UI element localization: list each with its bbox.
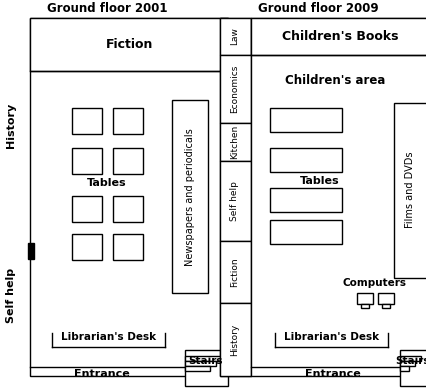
Bar <box>72 148 102 174</box>
Text: Economics: Economics <box>230 65 239 113</box>
Bar <box>269 220 341 244</box>
Text: History: History <box>6 102 16 147</box>
Bar <box>219 241 250 303</box>
Bar <box>28 243 34 259</box>
Bar <box>399 356 420 361</box>
Text: Kitchen: Kitchen <box>230 125 239 159</box>
Bar <box>360 304 368 308</box>
Bar <box>399 350 426 386</box>
Text: Entrance: Entrance <box>305 369 360 379</box>
Bar <box>219 18 250 376</box>
Bar <box>250 18 426 376</box>
Text: Films and DVDs: Films and DVDs <box>404 152 414 228</box>
Bar <box>113 108 143 134</box>
Bar <box>250 18 426 55</box>
Bar <box>219 55 250 123</box>
Bar <box>113 148 143 174</box>
Text: Stairs: Stairs <box>395 356 426 366</box>
Bar <box>184 361 216 366</box>
Bar <box>399 366 408 371</box>
Bar <box>393 103 426 278</box>
Bar <box>399 361 414 366</box>
Text: Newspapers and periodicals: Newspapers and periodicals <box>184 128 195 266</box>
Bar <box>113 196 143 222</box>
Bar <box>269 188 341 212</box>
Bar <box>219 123 250 161</box>
Text: Children's Books: Children's Books <box>281 29 397 43</box>
Text: Librarian's Desk: Librarian's Desk <box>284 332 379 342</box>
Text: Law: Law <box>230 27 239 45</box>
Text: Fiction: Fiction <box>230 257 239 287</box>
Bar <box>72 234 102 260</box>
Bar <box>30 18 227 71</box>
Text: Self help: Self help <box>6 267 16 322</box>
Bar <box>184 366 210 371</box>
Bar <box>72 108 102 134</box>
Text: History: History <box>230 324 239 356</box>
Bar <box>269 148 341 172</box>
Bar <box>219 303 250 376</box>
Bar <box>113 234 143 260</box>
Text: Children's area: Children's area <box>284 73 384 87</box>
Text: Tables: Tables <box>299 176 339 186</box>
Text: Ground floor 2001: Ground floor 2001 <box>46 2 167 16</box>
Text: Ground floor 2009: Ground floor 2009 <box>257 2 377 16</box>
Bar <box>269 108 341 132</box>
Bar <box>381 304 389 308</box>
Bar <box>184 356 222 361</box>
Text: Entrance: Entrance <box>74 369 130 379</box>
Bar <box>377 293 393 304</box>
Text: Tables: Tables <box>87 178 127 188</box>
Text: Stairs: Stairs <box>188 356 223 366</box>
Bar <box>219 18 250 55</box>
Bar <box>184 350 227 386</box>
Bar <box>172 100 207 293</box>
Bar <box>356 293 372 304</box>
Text: Fiction: Fiction <box>106 38 153 50</box>
Bar <box>219 161 250 241</box>
Text: Computers: Computers <box>342 278 406 288</box>
Text: Self help: Self help <box>230 181 239 221</box>
Text: Librarian's Desk: Librarian's Desk <box>61 332 156 342</box>
Bar <box>30 18 227 376</box>
Bar <box>72 196 102 222</box>
